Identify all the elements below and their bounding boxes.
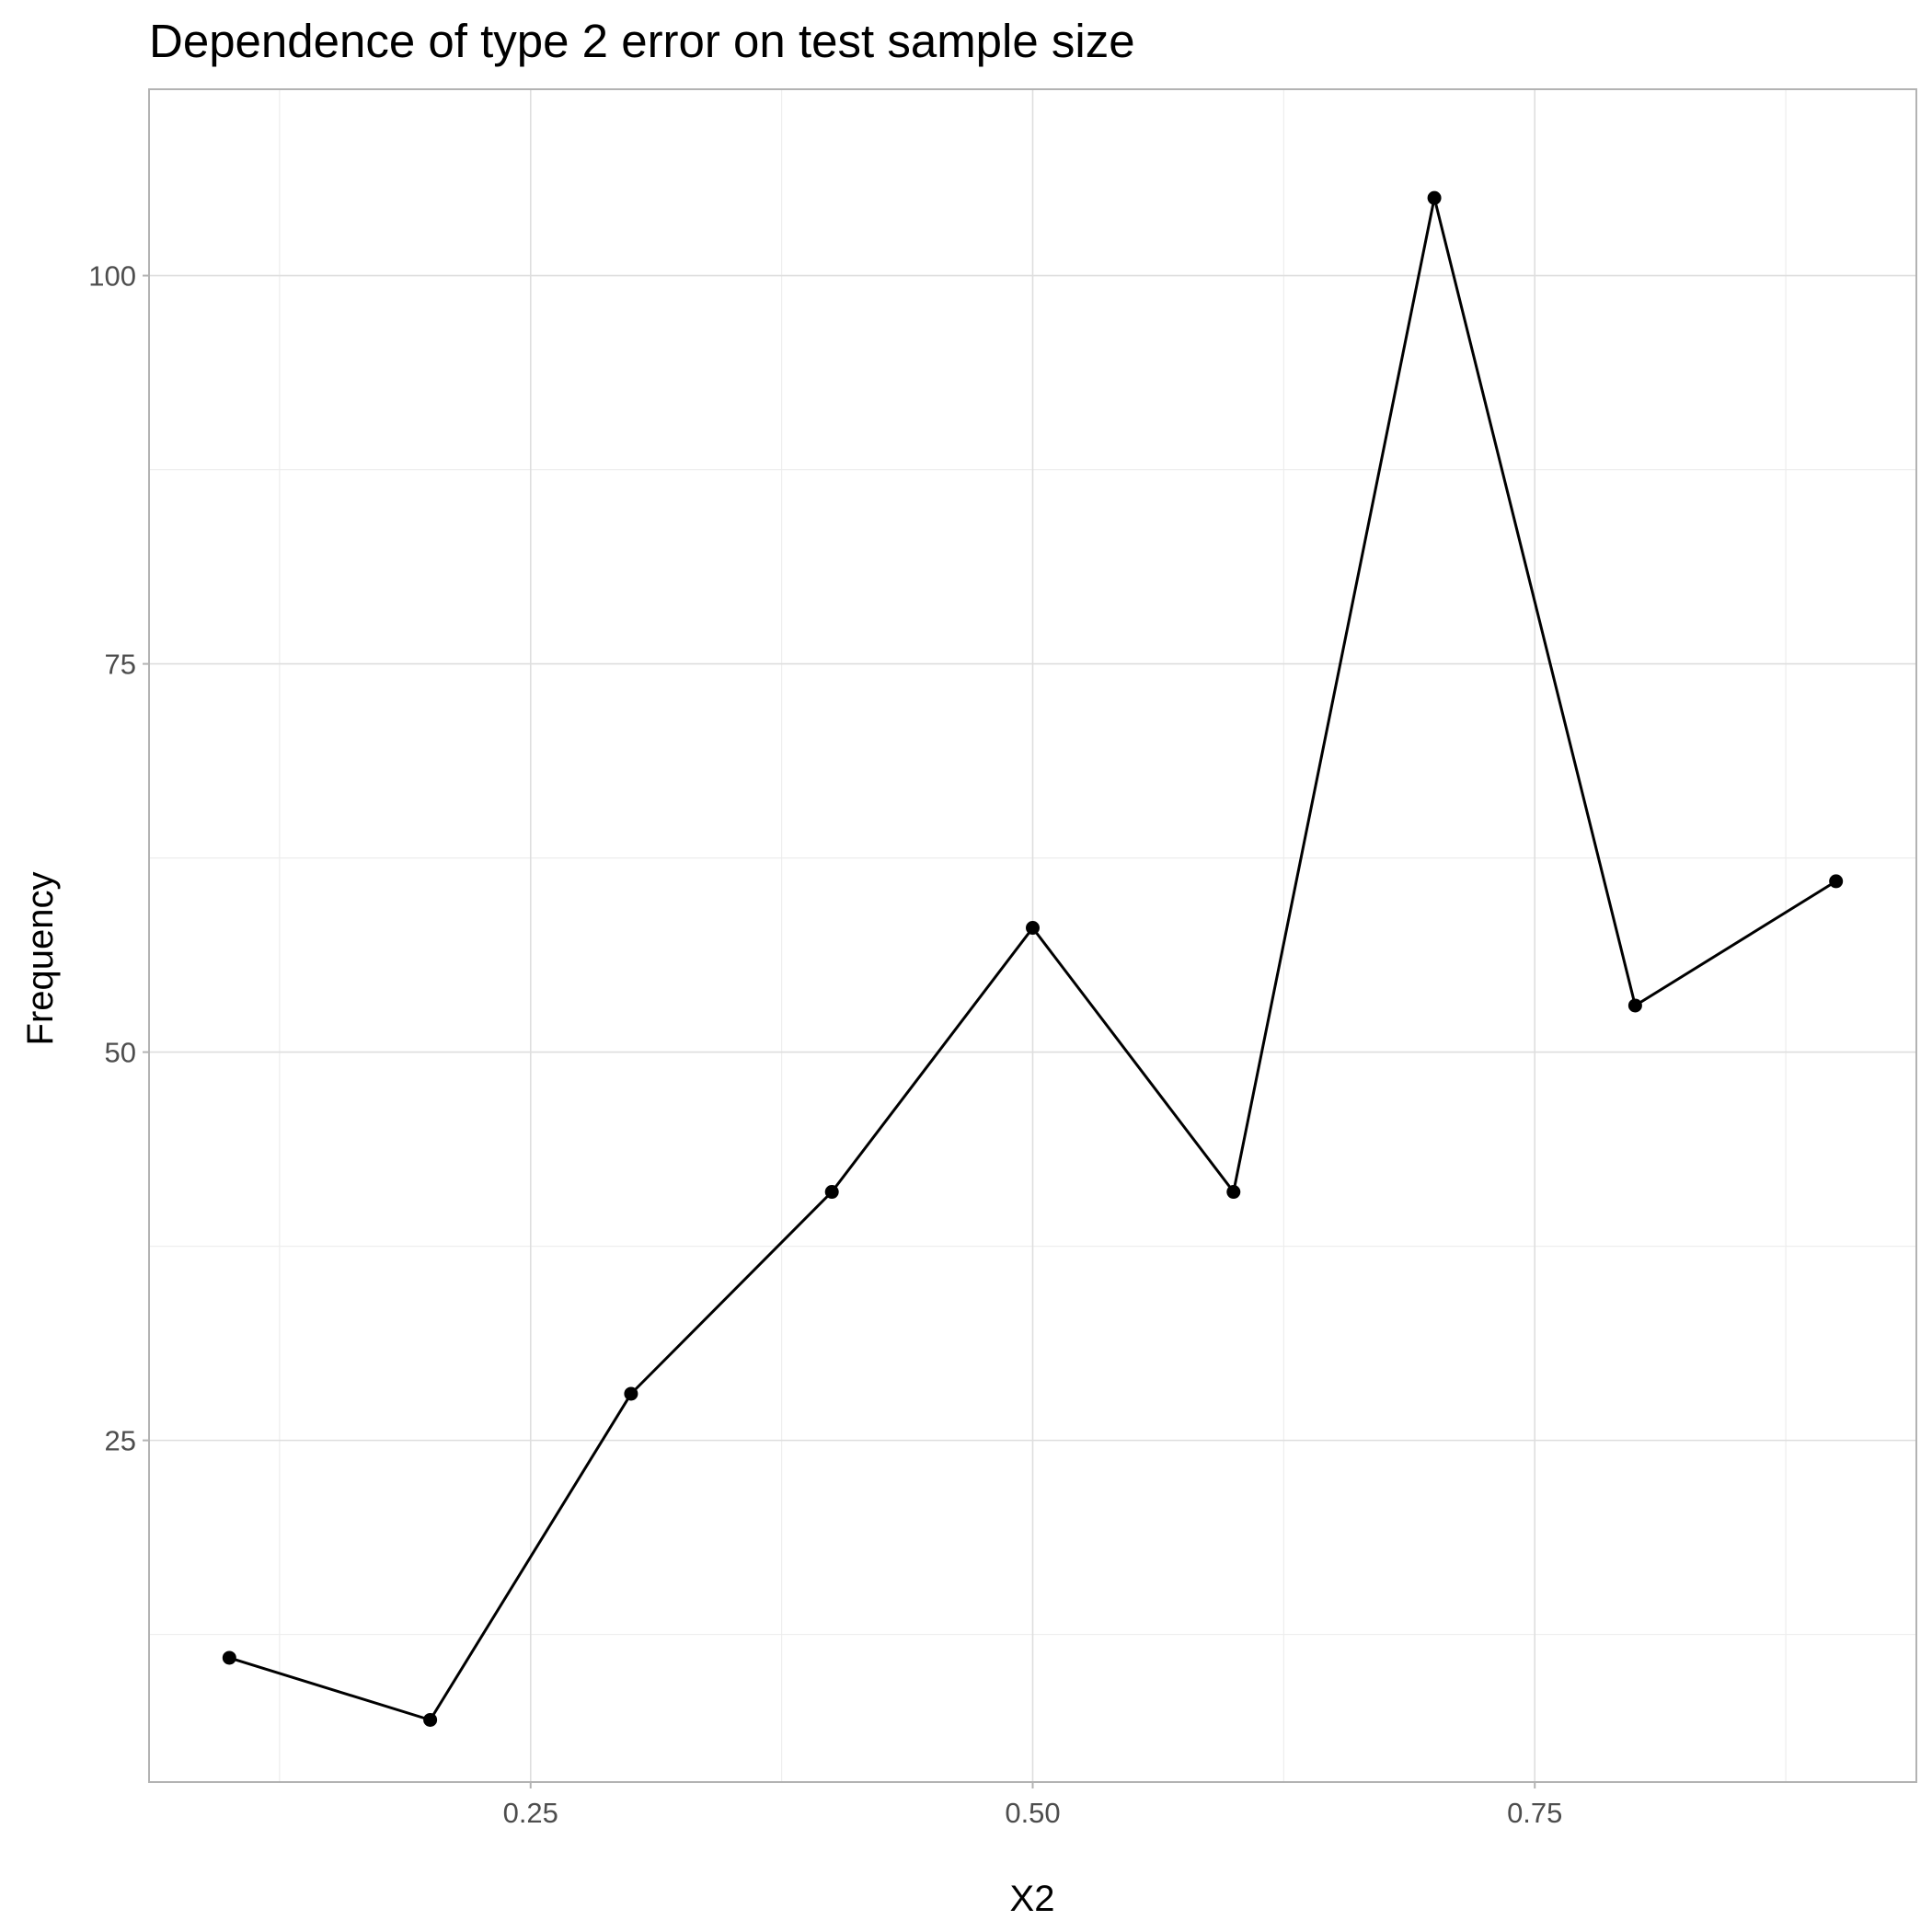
data-point <box>624 1386 638 1401</box>
series <box>222 190 1844 1727</box>
data-point <box>1226 1185 1241 1200</box>
grid <box>149 89 1916 1782</box>
data-point <box>1026 921 1040 936</box>
x-tick-label: 0.50 <box>1005 1797 1060 1829</box>
data-point <box>1627 998 1642 1013</box>
data-point <box>824 1185 839 1200</box>
data-point <box>423 1712 438 1727</box>
y-axis-title: Frequency <box>20 872 61 1046</box>
data-point <box>222 1650 236 1665</box>
chart-title: Dependence of type 2 error on test sampl… <box>149 15 1135 67</box>
y-axis-ticks: 25 50 75 100 <box>88 260 149 1457</box>
data-point <box>1427 190 1442 205</box>
x-axis-title: X2 <box>1010 1879 1055 1919</box>
data-point <box>1829 874 1844 889</box>
x-tick-label: 0.75 <box>1507 1797 1562 1829</box>
y-tick-label: 50 <box>105 1037 136 1069</box>
x-tick-label: 0.25 <box>503 1797 558 1829</box>
y-tick-label: 100 <box>88 260 136 293</box>
y-tick-label: 25 <box>105 1425 136 1457</box>
y-tick-label: 75 <box>105 649 136 681</box>
x-axis-ticks: 0.25 0.50 0.75 <box>503 1782 1562 1829</box>
